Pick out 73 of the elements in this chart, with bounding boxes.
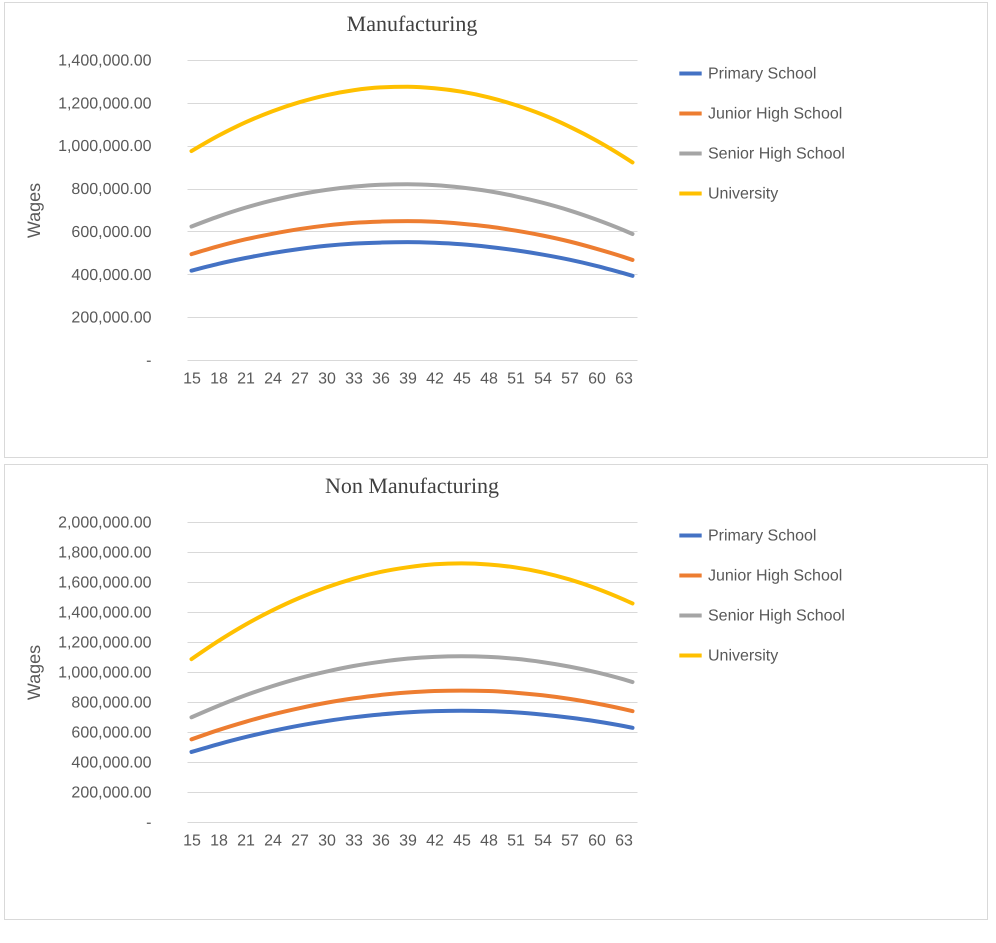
x-tick-label: 60 [588,370,606,388]
y-tick-label: 1,000,000.00 [58,138,152,156]
legend-label: Junior High School [708,106,842,122]
y-tick-label: - [146,814,152,832]
y-tick-label: 800,000.00 [71,181,152,198]
y-tick-label: 1,000,000.00 [58,664,152,682]
y-tick-label: 1,400,000.00 [58,604,152,622]
line-series [190,182,634,236]
x-tick-label: 24 [264,370,282,388]
y-tick-label: 200,000.00 [71,784,152,802]
x-tick-label: 54 [534,832,552,850]
legend-label: Primary School [708,66,816,82]
x-tick-label: 21 [237,370,255,388]
line-series [190,219,634,262]
y-tick-label: 1,200,000.00 [58,95,152,112]
x-tick-label: 63 [615,832,633,850]
y-tick-label: 600,000.00 [71,224,152,241]
x-tick-label: 42 [426,832,444,850]
y-tick-label: 800,000.00 [71,694,152,712]
y-tick-label: 200,000.00 [71,310,152,327]
x-tick-label: 36 [372,370,390,388]
line-series [190,688,634,742]
x-tick-label: 48 [480,832,498,850]
x-tick-label: 48 [480,370,498,388]
y-tick-label: 1,200,000.00 [58,634,152,652]
line-series [190,240,634,278]
x-tick-label: 45 [453,832,471,850]
x-tick-label: 24 [264,832,282,850]
y-tick-label: 1,400,000.00 [58,52,152,70]
x-tick-label: 51 [507,832,525,850]
x-tick-label: 15 [183,370,201,388]
x-tick-label: 27 [291,832,309,850]
x-tick-label: 21 [237,832,255,850]
x-tick-label: 15 [183,832,201,850]
chart-title: Non Manufacturing [324,473,500,498]
x-tick-label: 36 [372,832,390,850]
x-tick-label: 63 [615,370,633,388]
x-tick-label: 30 [318,370,336,388]
legend-label: Senior High School [708,608,845,624]
x-tick-label: 60 [588,832,606,850]
x-tick-label: 33 [345,370,363,388]
x-tick-label: 33 [345,832,363,850]
x-tick-label: 57 [561,832,579,850]
x-tick-label: 18 [210,370,228,388]
line-series [190,708,634,754]
x-tick-label: 30 [318,832,336,850]
x-tick-label: 51 [507,370,525,388]
x-tick-label: 18 [210,832,228,850]
y-tick-label: 400,000.00 [71,266,152,284]
y-tick-label: 400,000.00 [71,754,152,772]
line-series [190,84,634,164]
line-series [190,654,634,720]
x-tick-label: 39 [399,832,417,850]
x-tick-label: 45 [453,370,471,388]
chart-title: Manufacturing [346,11,478,36]
legend-label: Senior High School [708,146,845,162]
x-tick-label: 27 [291,370,309,388]
y-axis-title: Wages [24,644,44,700]
x-tick-label: 39 [399,370,417,388]
y-tick-label: 1,600,000.00 [58,574,152,592]
legend-label: University [708,648,778,664]
y-tick-label: 600,000.00 [71,724,152,742]
x-tick-label: 57 [561,370,579,388]
legend-label: Junior High School [708,568,842,584]
legend-label: University [708,186,778,202]
legend-label: Primary School [708,528,816,544]
line-series [190,561,634,662]
y-tick-label: 1,800,000.00 [58,544,152,562]
y-tick-label: - [146,352,152,370]
y-tick-label: 2,000,000.00 [58,514,152,532]
x-tick-label: 54 [534,370,552,388]
y-axis-title: Wages [24,182,44,238]
x-tick-label: 42 [426,370,444,388]
